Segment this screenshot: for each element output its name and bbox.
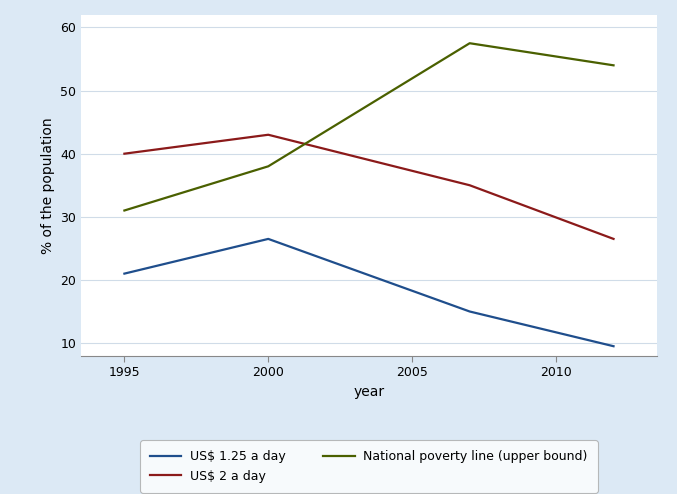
Y-axis label: % of the population: % of the population: [41, 117, 55, 253]
X-axis label: year: year: [353, 385, 385, 399]
Legend: US$ 1.25 a day, US$ 2 a day, National poverty line (upper bound): US$ 1.25 a day, US$ 2 a day, National po…: [140, 440, 598, 493]
